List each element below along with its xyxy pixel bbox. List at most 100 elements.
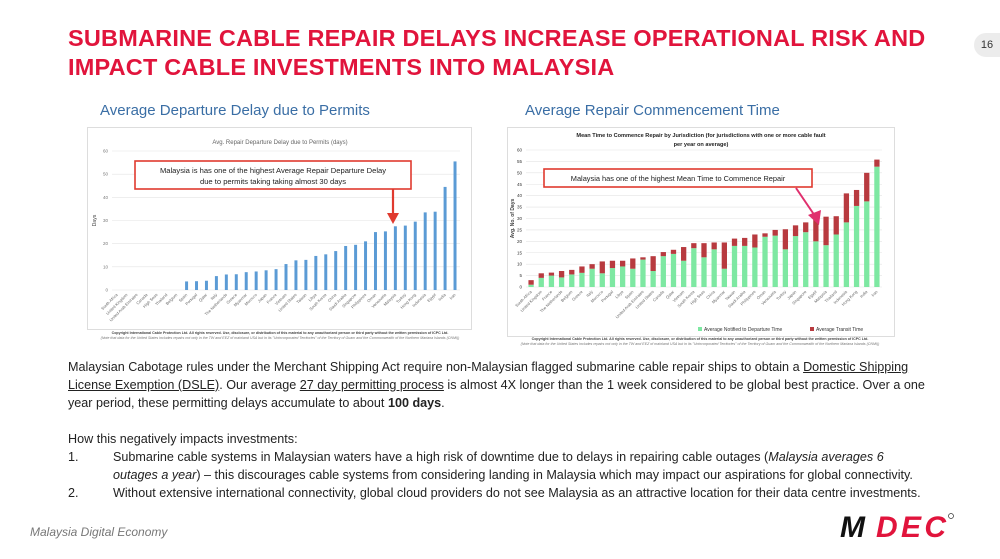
legend-swatch (698, 327, 702, 331)
bar (234, 274, 238, 290)
dsle-link[interactable]: Domestic Shipping License Exemption (DSL… (68, 360, 909, 392)
bar-segment (874, 159, 880, 167)
y-tick-label: 0 (519, 285, 522, 290)
bar-segment (711, 242, 717, 250)
bar-segment (721, 268, 727, 287)
bar-segment (670, 249, 677, 254)
slide-title: SUBMARINE CABLE REPAIR DELAYS INCREASE O… (68, 25, 926, 80)
bar-segment (864, 201, 870, 287)
bar (364, 241, 368, 290)
bar-segment (833, 216, 839, 235)
x-tick-label: India (859, 289, 869, 299)
y-tick-label: 35 (517, 205, 523, 210)
bar (195, 281, 199, 290)
bar (185, 281, 189, 290)
page-number: 16 (974, 33, 1000, 57)
chart-title: Avg. Repair Departure Delay due to Permi… (212, 140, 347, 146)
bar-segment (823, 245, 829, 287)
bar (284, 264, 288, 290)
bar-segment (569, 274, 575, 287)
bar (344, 245, 348, 290)
x-tick-label: Turkey (775, 289, 787, 301)
callout-text: Malaysia has one of the highest Mean Tim… (571, 174, 786, 183)
text-italic: Malaysia averages 6 outages a year (113, 450, 884, 482)
bar-segment (853, 189, 860, 206)
bar-segment (721, 242, 727, 269)
y-tick-label: 30 (517, 216, 523, 221)
bar-segment (681, 260, 687, 287)
y-tick-label: 0 (105, 288, 108, 293)
bar-segment (792, 225, 799, 237)
text: . (441, 396, 445, 410)
bar-segment (772, 229, 778, 236)
bar (204, 280, 208, 290)
bar-segment (640, 257, 646, 260)
y-tick-label: 40 (517, 193, 523, 198)
legend-label: Average Transit Time (816, 327, 863, 333)
x-tick-label: Oman (755, 289, 766, 300)
chart-title: Mean Time to Commence Repair by Jurisdic… (576, 133, 825, 139)
list-text: Without extensive international connecti… (113, 486, 921, 500)
bar-segment (630, 258, 636, 269)
y-axis-label: Avg. No. of Days (510, 199, 516, 239)
y-tick-label: 20 (103, 241, 109, 246)
bar-segment (528, 280, 534, 285)
x-tick-label: Spain (178, 292, 189, 303)
text: Submarine cable systems in Malaysian wat… (113, 450, 769, 464)
chart-title: per year on average) (674, 142, 729, 148)
body-text: Malaysian Cabotage rules under the Merch… (68, 358, 928, 502)
y-tick-label: 60 (517, 148, 523, 153)
x-tick-label: Qatar (198, 292, 209, 303)
bar-segment (538, 273, 544, 278)
us-data-note: (Note that data for the United States in… (100, 336, 460, 340)
bar-segment (609, 268, 616, 287)
x-tick-label: Egypt (426, 292, 437, 303)
list-number: 2. (68, 486, 79, 500)
bar-segment (731, 245, 738, 287)
bar (274, 269, 278, 290)
bar-segment (843, 193, 850, 223)
y-tick-label: 20 (517, 239, 523, 244)
us-data-note: (Note that data for the United States in… (520, 342, 880, 346)
right-chart-note: Copyright International Cable Protection… (510, 337, 890, 347)
x-tick-label: China (326, 292, 337, 303)
bar-segment (589, 268, 595, 287)
y-tick-label: 50 (103, 172, 109, 177)
bar-segment (558, 271, 565, 278)
bar (334, 251, 338, 290)
x-tick-label: Taiwan (295, 292, 307, 304)
left-chart-heading: Average Departure Delay due to Permits (100, 102, 370, 119)
bar-segment (630, 268, 636, 287)
paragraph-cabotage: Malaysian Cabotage rules under the Merch… (68, 358, 928, 412)
x-tick-label: Japan (786, 289, 797, 300)
y-tick-label: 55 (517, 159, 523, 164)
legend-label: Average Notified to Departure Time (704, 327, 783, 333)
bar-segment (762, 233, 768, 237)
bar (224, 274, 228, 290)
bar (294, 260, 298, 290)
impacts-heading: How this negatively impacts investments: (68, 432, 298, 446)
bar-segment (853, 205, 860, 287)
bar-segment (670, 253, 677, 287)
arrow-shaft (795, 187, 816, 217)
x-tick-label: Libya (614, 289, 625, 300)
permitting-process-link[interactable]: 27 day permitting process (299, 378, 444, 392)
bar (214, 276, 218, 290)
bar-segment (589, 264, 595, 269)
bar-segment (569, 269, 575, 275)
y-tick-label: 10 (517, 262, 523, 267)
bar (443, 186, 447, 290)
bar-segment (772, 235, 778, 287)
x-tick-label: Libya (307, 292, 318, 303)
bar-segment (701, 243, 707, 258)
x-tick-label: Oman (366, 292, 377, 303)
bar (413, 221, 417, 290)
bar-segment (650, 256, 656, 272)
bar-segment (660, 252, 666, 257)
bar-segment (528, 284, 534, 287)
bar-segment (548, 275, 555, 287)
bar-segment (782, 229, 789, 250)
bar-segment (579, 266, 585, 273)
bar (453, 161, 457, 290)
left-chart-note: Copyright International Cable Protection… (90, 331, 470, 341)
